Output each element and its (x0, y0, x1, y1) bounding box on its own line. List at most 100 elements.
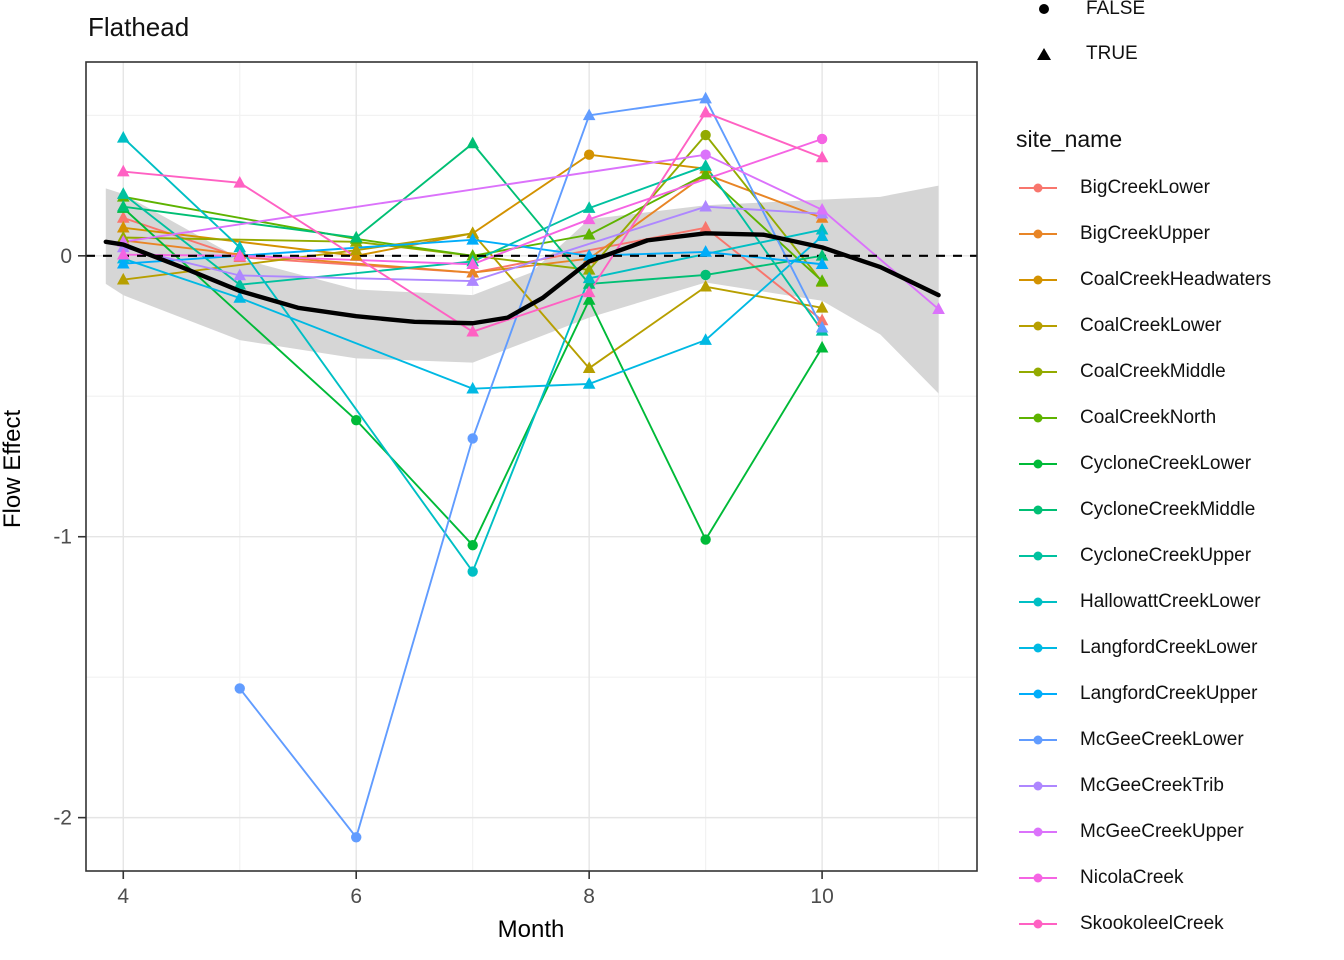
point-circle-NicolaCreek (816, 133, 828, 145)
point-triangle-CoalCreekLower (582, 361, 596, 373)
x-tick-label: 4 (117, 885, 129, 908)
line-point-key-icon (1016, 505, 1060, 515)
point-triangle-CoalCreekNorth (582, 227, 596, 240)
line-point-key-icon (1016, 183, 1060, 193)
point-triangle-SkookoleelCreek (815, 150, 829, 163)
point-triangle-CoalCreekLower (815, 300, 829, 313)
point-triangle-CycloneCreekMiddle (466, 136, 479, 149)
site-legend-label: NicolaCreek (1080, 867, 1184, 888)
site-legend-item-CycloneCreekMiddle: CycloneCreekMiddle (1016, 487, 1271, 533)
site-legend-item-CoalCreekHeadwaters: CoalCreekHeadwaters (1016, 257, 1271, 303)
axis-ticks: 4 6 8 10 0 -1 -2 (53, 245, 833, 908)
site-legend-item-McGeeCreekUpper: McGeeCreekUpper (1016, 809, 1271, 855)
point-triangle-LangfordCreekUpper (815, 257, 829, 270)
point-triangle-NicolaCreek (466, 257, 479, 270)
point-triangle-NicolaCreek (233, 249, 247, 261)
point-triangle-CycloneCreekMiddle (815, 249, 829, 261)
line-point-key-icon (1016, 275, 1060, 285)
point-triangle-McGeeCreekLower (699, 91, 712, 104)
point-triangle-McGeeCreekTrib (466, 274, 479, 286)
point-triangle-CycloneCreekUpper (699, 159, 712, 171)
site-legend-label: CoalCreekLower (1080, 315, 1222, 336)
site-legend-label: CoalCreekMiddle (1080, 361, 1226, 382)
line-point-key-icon (1016, 413, 1060, 423)
point-triangle-BigCreekLower (815, 313, 829, 326)
series-line-CycloneCreekUpper (122, 164, 823, 332)
series-line-McGeeCreekUpper (123, 153, 940, 310)
point-triangle-LangfordCreekLower (699, 333, 712, 345)
series-line-CoalCreekLower (123, 232, 823, 370)
shape-legend: FALSE TRUE (1022, 0, 1145, 76)
point-circle-CycloneCreekLower (351, 414, 362, 426)
point-circle-HallowattCreekLower (467, 566, 478, 577)
site-legend-item-CycloneCreekLower: CycloneCreekLower (1016, 441, 1271, 487)
point-triangle-CycloneCreekUpper (233, 277, 247, 290)
smooth-line (103, 231, 941, 326)
point-triangle-SkookoleelCreek (582, 285, 596, 298)
plot-panel: 4 6 8 10 0 -1 -2 (53, 61, 978, 908)
point-triangle-McGeeCreekTrib (233, 268, 247, 281)
point-triangle-CycloneCreekMiddle (349, 230, 363, 243)
point-triangle-SkookoleelCreek (466, 324, 479, 337)
site-legend-label: CycloneCreekUpper (1080, 545, 1252, 566)
series-line-McGeeCreekLower (238, 97, 823, 840)
site-legend-label: CycloneCreekLower (1080, 453, 1252, 474)
point-triangle-LangfordCreekUpper (466, 233, 479, 245)
site-legend-label: CoalCreekNorth (1080, 407, 1217, 428)
site-legend-label: SkookoleelCreek (1080, 913, 1224, 934)
site-legend-item-McGeeCreekLower: McGeeCreekLower (1016, 717, 1271, 763)
site-legend-item-CoalCreekNorth: CoalCreekNorth (1016, 395, 1271, 441)
site-legend-item-NicolaCreek: NicolaCreek (1016, 855, 1271, 901)
line-point-key-icon (1016, 873, 1060, 883)
shape-legend-label: FALSE (1086, 0, 1146, 19)
point-circle-CycloneCreekLower (467, 539, 478, 551)
y-tick-label: 0 (60, 245, 72, 268)
site-legend-item-CycloneCreekUpper: CycloneCreekUpper (1016, 533, 1271, 579)
point-triangle-McGeeCreekLower (582, 108, 596, 121)
x-axis-title: Month (497, 916, 565, 943)
point-triangle-NicolaCreek (582, 212, 596, 225)
site-legend-item-McGeeCreekTrib: McGeeCreekTrib (1016, 763, 1271, 809)
line-point-key-icon (1016, 367, 1060, 377)
line-point-key-icon (1016, 459, 1060, 469)
point-circle-CycloneCreekLower (700, 534, 711, 545)
site-legend-label: McGeeCreekTrib (1080, 775, 1224, 796)
point-triangle-BigCreekUpper (466, 265, 479, 278)
point-triangle-CoalCreekLower (466, 226, 479, 239)
line-point-key-icon (1016, 551, 1060, 561)
panel-border (85, 61, 978, 872)
panel-background (86, 62, 977, 871)
line-point-key-icon (1016, 689, 1060, 699)
x-tick-label: 8 (583, 885, 595, 908)
point-circle-McGeeCreekLower (234, 683, 245, 694)
point-triangle-LangfordCreekUpper (582, 249, 596, 261)
series-line-SkookoleelCreek (123, 111, 823, 333)
point-triangle-LangfordCreekUpper (116, 256, 130, 269)
point-triangle-HallowattCreekLower (582, 271, 596, 284)
point-circle-CoalCreekHeadwaters (583, 149, 595, 160)
point-triangle-CoalCreekHeadwaters (116, 220, 130, 233)
site-legend-item-BigCreekUpper: BigCreekUpper (1016, 211, 1271, 257)
line-point-key-icon (1016, 321, 1060, 331)
site-legend-item-SkookoleelCreek: SkookoleelCreek (1016, 901, 1271, 947)
series-markers (116, 91, 945, 843)
point-triangle-BigCreekLower (699, 220, 712, 233)
point-triangle-McGeeCreekUpper (815, 202, 829, 215)
circle-icon (1022, 3, 1066, 14)
point-triangle-CoalCreekLower (699, 279, 712, 292)
point-triangle-McGeeCreekTrib (699, 199, 712, 212)
line-point-key-icon (1016, 919, 1060, 929)
point-triangle-CoalCreekNorth (699, 167, 712, 180)
point-triangle-LangfordCreekLower (466, 381, 479, 394)
site-legend-label: BigCreekUpper (1080, 223, 1210, 244)
site-legend-label: LangfordCreekUpper (1080, 683, 1258, 704)
site-legend-item-LangfordCreekUpper: LangfordCreekUpper (1016, 671, 1271, 717)
plot-title: Flathead (88, 12, 190, 42)
site-legend-title: site_name (1016, 126, 1123, 152)
site-legend-items: BigCreekLower BigCreekUpper CoalCreekHeadw… (1016, 165, 1271, 947)
site-legend-item-CoalCreekLower: CoalCreekLower (1016, 303, 1271, 349)
point-circle-McGeeCreekUpper (700, 149, 711, 160)
site-legend-item-CoalCreekMiddle: CoalCreekMiddle (1016, 349, 1271, 395)
y-tick-label: -2 (53, 807, 72, 830)
